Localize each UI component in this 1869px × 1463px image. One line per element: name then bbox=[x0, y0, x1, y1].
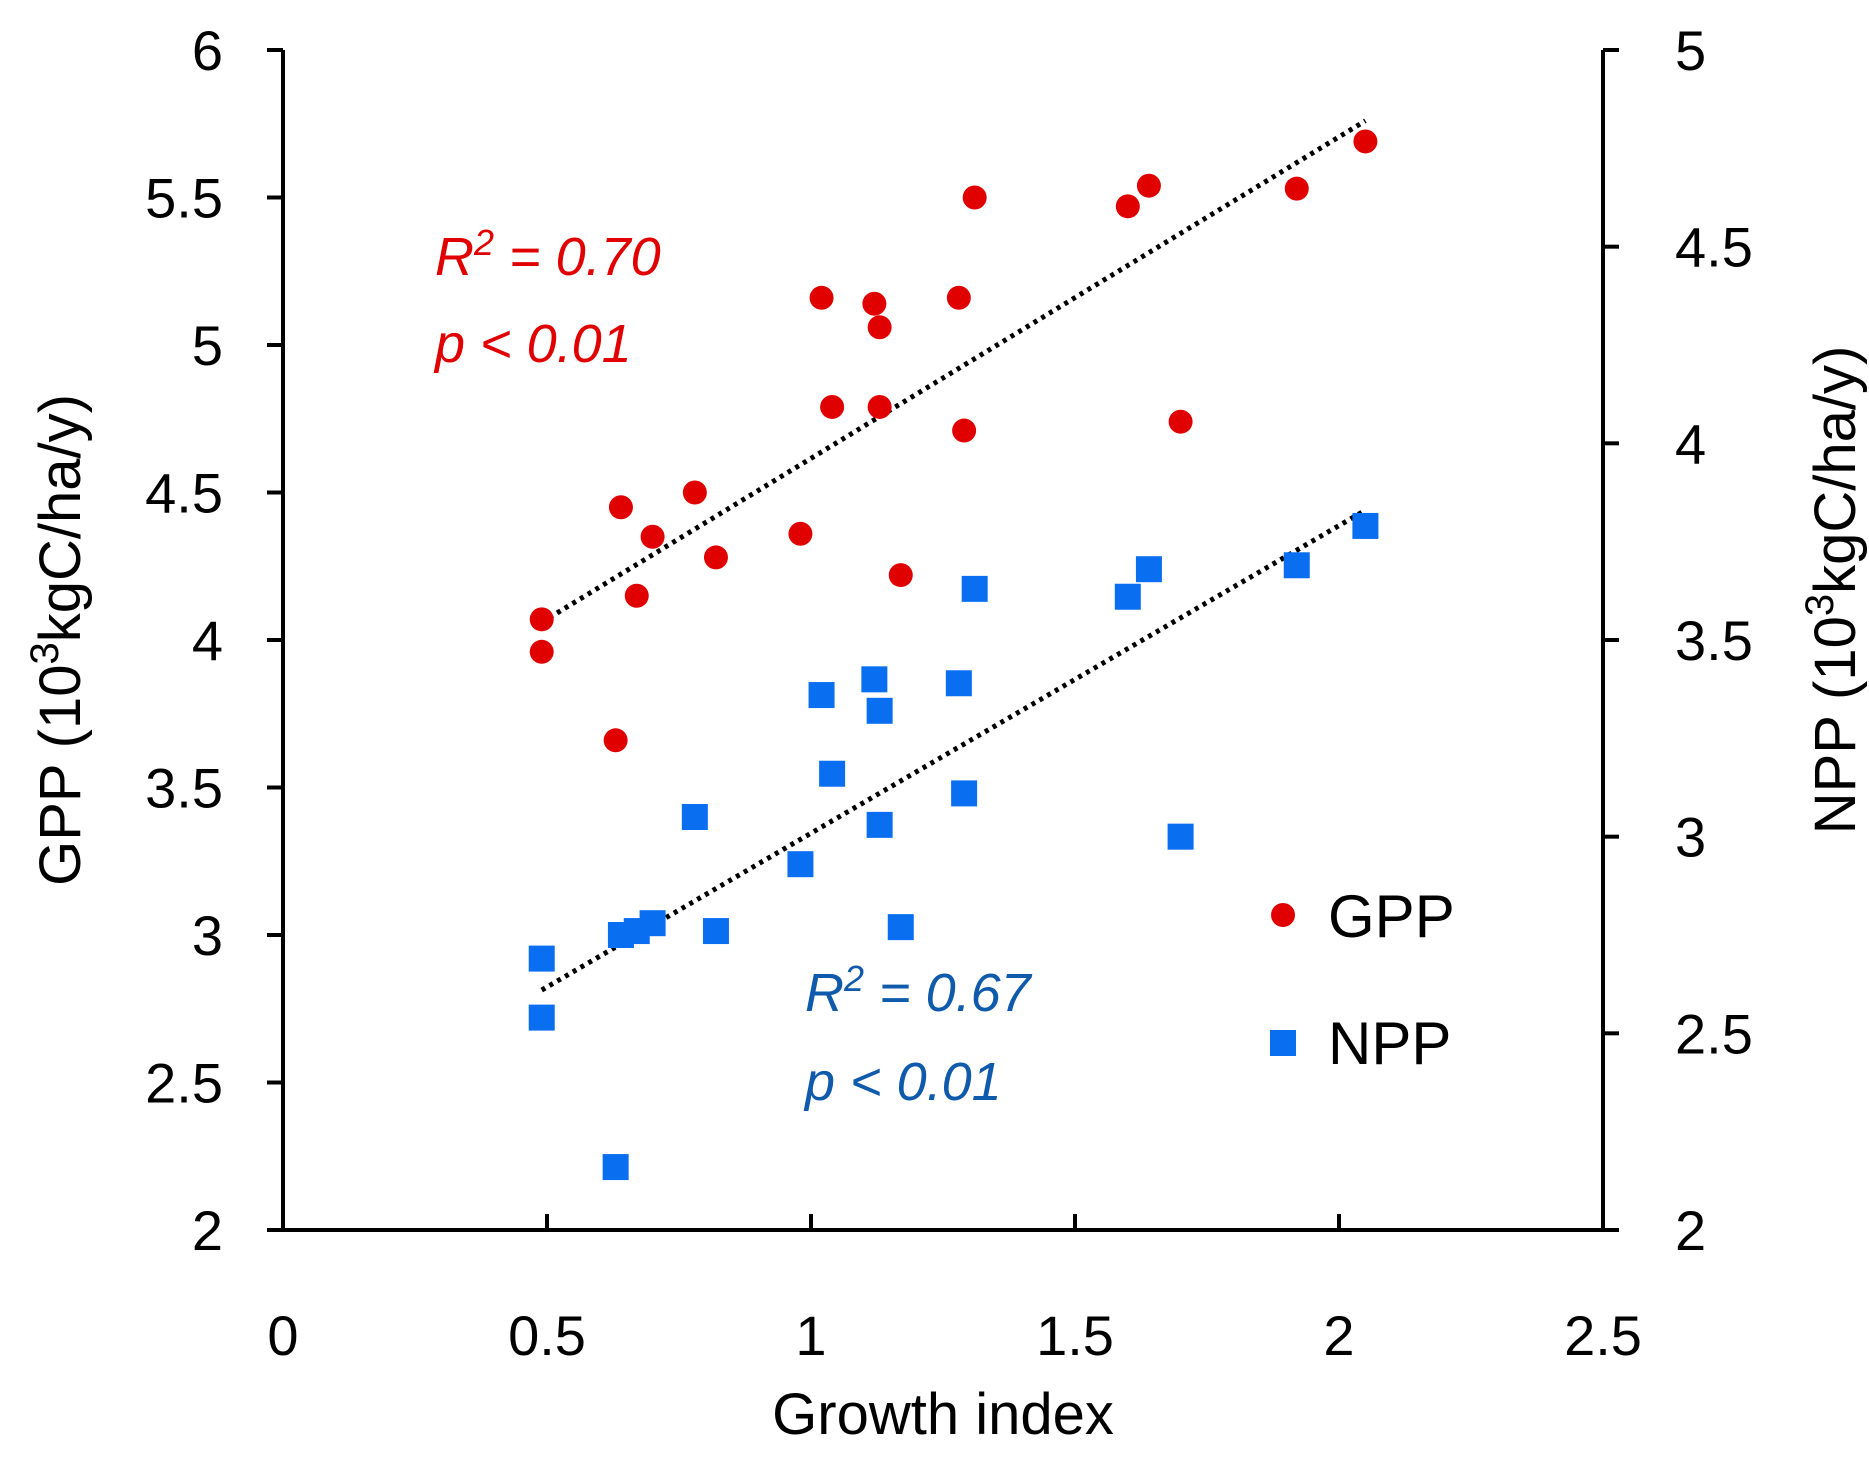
npp-point bbox=[702, 918, 729, 945]
legend-npp-label: NPP bbox=[1328, 1010, 1451, 1077]
npp-point bbox=[602, 1154, 629, 1181]
y-left-tick-label: 3.5 bbox=[145, 757, 223, 820]
gpp-point bbox=[820, 394, 845, 419]
gpp-point bbox=[946, 285, 971, 310]
y-right-title-prefix: NPP (10 bbox=[1803, 616, 1868, 834]
npp-point bbox=[819, 760, 846, 787]
gpp-p-annotation: p < 0.01 bbox=[433, 314, 632, 374]
npp-point bbox=[1135, 556, 1162, 583]
y-left-tick-label: 5 bbox=[192, 314, 223, 377]
npp-point bbox=[1167, 823, 1194, 850]
x-axis-title: Growth index bbox=[772, 1382, 1114, 1447]
gpp-point bbox=[1353, 129, 1378, 154]
npp-point bbox=[1114, 583, 1141, 610]
x-tick-label: 2.5 bbox=[1564, 1304, 1642, 1367]
x-tick-label: 1 bbox=[795, 1304, 826, 1367]
y-right-tick-label: 3.5 bbox=[1675, 609, 1753, 672]
gpp-point bbox=[529, 639, 554, 664]
y-left-tick-label: 6 bbox=[192, 19, 223, 82]
gpp-r2-letter: R bbox=[435, 227, 474, 287]
legend: GPP NPP bbox=[1270, 883, 1455, 1077]
y-left-tick-label: 2.5 bbox=[145, 1052, 223, 1115]
y-left-tick-label: 3 bbox=[192, 904, 223, 967]
x-tick-label: 1.5 bbox=[1036, 1304, 1114, 1367]
npp-r2-annotation: R2 = 0.67 bbox=[805, 958, 1033, 1024]
gpp-point bbox=[529, 607, 554, 632]
y-right-axis-title: NPP (103kgC/ha/y) bbox=[1798, 346, 1868, 835]
y-right-tick-label: 2 bbox=[1675, 1199, 1706, 1262]
y-left-title-suffix: kgC/ha/y) bbox=[28, 394, 93, 642]
y-right-tick-label: 3 bbox=[1675, 806, 1706, 869]
npp-point bbox=[808, 682, 835, 709]
x-tick-label: 0 bbox=[267, 1304, 298, 1367]
npp-point bbox=[639, 910, 666, 937]
gpp-point bbox=[788, 521, 813, 546]
npp-point bbox=[866, 811, 893, 838]
gpp-point bbox=[603, 728, 628, 753]
npp-point bbox=[681, 804, 708, 830]
gpp-point bbox=[862, 291, 887, 316]
gpp-point bbox=[703, 545, 728, 570]
gpp-point bbox=[867, 394, 892, 419]
y-right-tick-label: 4.5 bbox=[1675, 216, 1753, 279]
y-left-tick-label: 5.5 bbox=[145, 167, 223, 230]
gpp-annotation: R2 = 0.70 p < 0.01 bbox=[433, 222, 661, 375]
y-left-tick-label: 4 bbox=[192, 609, 223, 672]
gpp-point bbox=[952, 418, 977, 443]
y-right-tick-label: 2.5 bbox=[1675, 1002, 1753, 1065]
npp-point bbox=[945, 670, 972, 697]
gpp-point bbox=[1168, 409, 1193, 434]
y-right-tick-label: 4 bbox=[1675, 412, 1706, 475]
npp-point bbox=[861, 666, 888, 693]
gpp-point bbox=[867, 315, 892, 340]
data-points bbox=[528, 129, 1379, 1181]
gpp-point bbox=[1284, 176, 1309, 201]
gpp-point bbox=[962, 185, 987, 210]
npp-point bbox=[528, 1004, 555, 1031]
y-right-tick-label: 5 bbox=[1675, 19, 1706, 82]
gpp-point bbox=[888, 563, 913, 588]
npp-point bbox=[866, 697, 893, 724]
y-left-axis-title: GPP (103kgC/ha/y) bbox=[23, 394, 93, 886]
legend-gpp-marker bbox=[1271, 903, 1295, 927]
npp-point bbox=[1283, 552, 1310, 579]
gpp-point bbox=[682, 480, 707, 505]
gpp-point bbox=[624, 583, 649, 608]
gpp-point bbox=[1115, 194, 1140, 219]
npp-p-annotation: p < 0.01 bbox=[803, 1052, 1002, 1112]
npp-r2-letter: R bbox=[805, 963, 844, 1023]
gpp-r2-sup: 2 bbox=[473, 222, 494, 263]
y-left-title-sup: 3 bbox=[23, 642, 67, 664]
y-left-tick-label: 2 bbox=[192, 1199, 223, 1262]
legend-npp-marker bbox=[1270, 1030, 1296, 1056]
y-right-title-suffix: kgC/ha/y) bbox=[1803, 346, 1868, 594]
gpp-r2-value: = 0.70 bbox=[494, 227, 661, 287]
trendlines bbox=[540, 118, 1367, 993]
npp-trendline bbox=[540, 508, 1367, 993]
npp-point bbox=[787, 851, 814, 878]
x-tick-label: 2 bbox=[1323, 1304, 1354, 1367]
npp-point bbox=[1352, 512, 1379, 539]
gpp-point bbox=[809, 285, 834, 310]
gpp-r2-annotation: R2 = 0.70 bbox=[435, 222, 661, 288]
npp-r2-value: = 0.67 bbox=[864, 963, 1033, 1023]
npp-point bbox=[961, 575, 988, 602]
npp-point bbox=[528, 945, 555, 972]
npp-point bbox=[887, 914, 914, 941]
gpp-point bbox=[640, 524, 665, 549]
x-tick-label: 0.5 bbox=[508, 1304, 586, 1367]
y-left-tick-label: 4.5 bbox=[145, 462, 223, 525]
legend-gpp-label: GPP bbox=[1328, 883, 1455, 950]
npp-annotation: R2 = 0.67 p < 0.01 bbox=[803, 958, 1033, 1113]
y-left-title-prefix: GPP (10 bbox=[28, 665, 93, 886]
gpp-trendline bbox=[540, 118, 1367, 625]
y-right-title-sup: 3 bbox=[1798, 594, 1842, 616]
gpp-point bbox=[1136, 173, 1161, 198]
npp-r2-sup: 2 bbox=[843, 958, 864, 999]
gpp-point bbox=[608, 495, 633, 520]
npp-point bbox=[951, 780, 978, 807]
